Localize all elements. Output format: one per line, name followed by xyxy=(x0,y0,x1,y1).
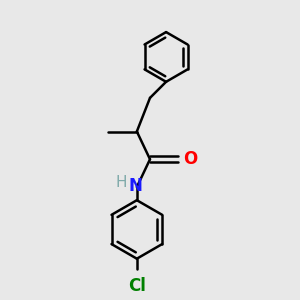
Text: H: H xyxy=(116,175,128,190)
Text: N: N xyxy=(128,177,142,195)
Text: O: O xyxy=(183,150,197,168)
Text: Cl: Cl xyxy=(128,277,146,295)
